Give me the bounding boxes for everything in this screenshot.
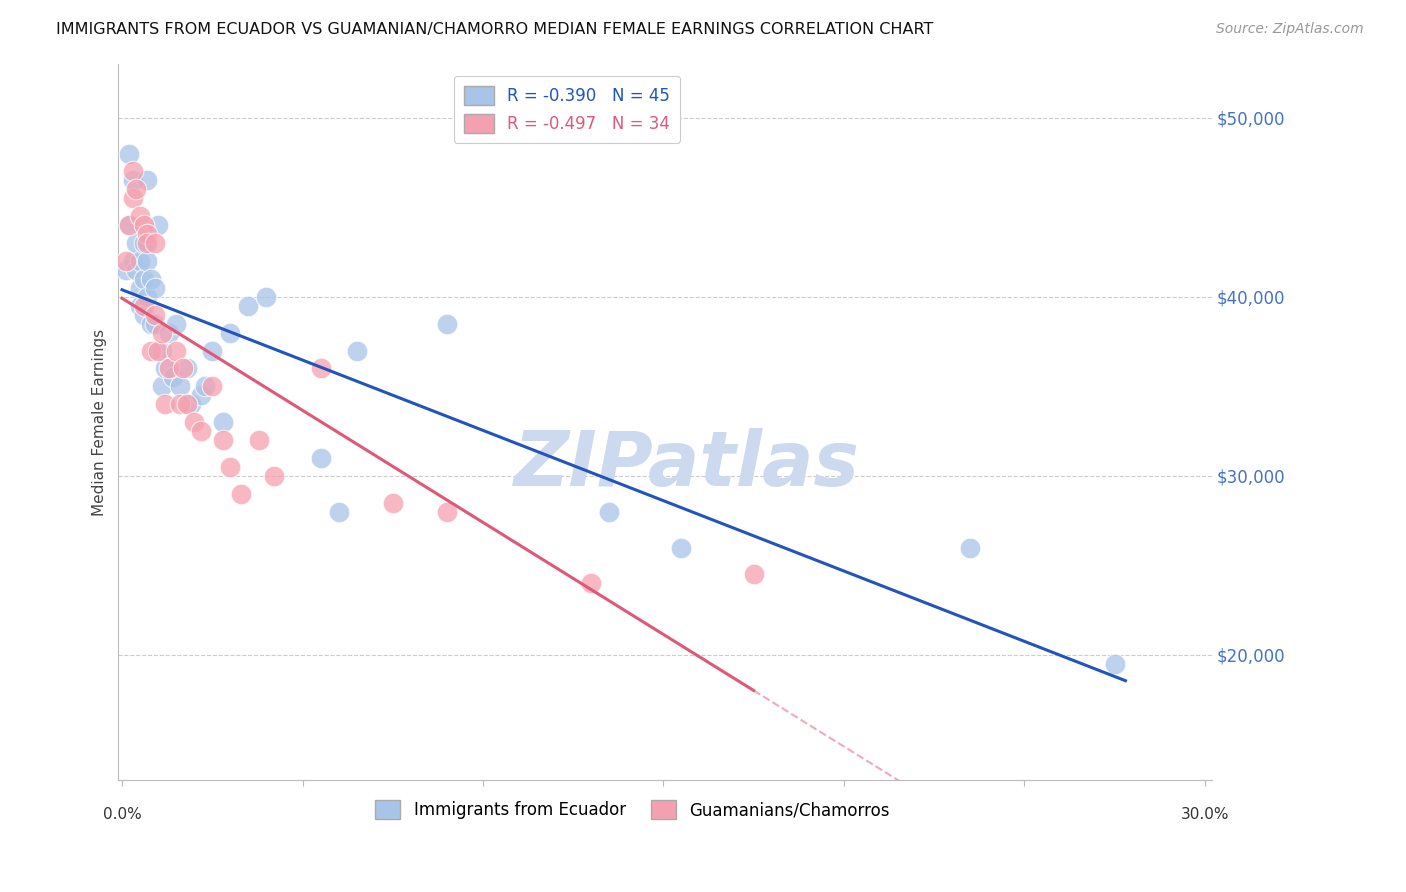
Point	[150, 326, 173, 340]
Point	[139, 343, 162, 358]
Point	[1104, 657, 1126, 671]
Point	[143, 308, 166, 322]
Point	[162, 370, 184, 384]
Point	[132, 236, 155, 251]
Point	[118, 146, 141, 161]
Point	[381, 496, 404, 510]
Point	[146, 218, 169, 232]
Point	[146, 343, 169, 358]
Point	[136, 254, 159, 268]
Point	[132, 272, 155, 286]
Point	[190, 388, 212, 402]
Point	[122, 164, 145, 178]
Point	[155, 397, 177, 411]
Point	[309, 450, 332, 465]
Point	[742, 567, 765, 582]
Point	[155, 361, 177, 376]
Point	[263, 469, 285, 483]
Point	[132, 308, 155, 322]
Point	[201, 379, 224, 393]
Point	[201, 343, 224, 358]
Point	[114, 254, 136, 268]
Point	[231, 487, 253, 501]
Point	[136, 173, 159, 187]
Point	[190, 424, 212, 438]
Point	[212, 415, 235, 429]
Point	[165, 317, 187, 331]
Point	[328, 505, 350, 519]
Text: IMMIGRANTS FROM ECUADOR VS GUAMANIAN/CHAMORRO MEDIAN FEMALE EARNINGS CORRELATION: IMMIGRANTS FROM ECUADOR VS GUAMANIAN/CHA…	[56, 22, 934, 37]
Point	[346, 343, 368, 358]
Point	[671, 541, 693, 555]
Point	[254, 290, 277, 304]
Text: Source: ZipAtlas.com: Source: ZipAtlas.com	[1216, 22, 1364, 37]
Point	[169, 379, 191, 393]
Point	[122, 191, 145, 205]
Point	[143, 236, 166, 251]
Point	[169, 397, 191, 411]
Point	[436, 505, 458, 519]
Point	[172, 361, 194, 376]
Point	[122, 254, 145, 268]
Point	[309, 361, 332, 376]
Point	[219, 459, 242, 474]
Point	[136, 290, 159, 304]
Point	[165, 343, 187, 358]
Text: 0.0%: 0.0%	[103, 807, 142, 822]
Point	[136, 236, 159, 251]
Point	[139, 272, 162, 286]
Point	[176, 397, 198, 411]
Y-axis label: Median Female Earnings: Median Female Earnings	[93, 328, 107, 516]
Point	[129, 209, 152, 223]
Point	[129, 299, 152, 313]
Point	[176, 361, 198, 376]
Point	[125, 236, 148, 251]
Point	[118, 218, 141, 232]
Point	[238, 299, 260, 313]
Point	[129, 254, 152, 268]
Text: 30.0%: 30.0%	[1181, 807, 1229, 822]
Point	[247, 433, 270, 447]
Point	[194, 379, 217, 393]
Point	[118, 218, 141, 232]
Point	[125, 182, 148, 196]
Point	[959, 541, 981, 555]
Legend: Immigrants from Ecuador, Guamanians/Chamorros: Immigrants from Ecuador, Guamanians/Cham…	[368, 794, 896, 826]
Point	[114, 263, 136, 277]
Point	[129, 281, 152, 295]
Point	[212, 433, 235, 447]
Point	[150, 343, 173, 358]
Point	[125, 263, 148, 277]
Point	[180, 397, 202, 411]
Point	[132, 218, 155, 232]
Point	[143, 317, 166, 331]
Point	[183, 415, 205, 429]
Point	[132, 299, 155, 313]
Point	[150, 379, 173, 393]
Point	[219, 326, 242, 340]
Point	[436, 317, 458, 331]
Point	[157, 361, 180, 376]
Point	[136, 227, 159, 242]
Point	[122, 173, 145, 187]
Point	[143, 281, 166, 295]
Point	[581, 576, 603, 591]
Point	[598, 505, 620, 519]
Point	[157, 326, 180, 340]
Point	[139, 317, 162, 331]
Text: ZIPatlas: ZIPatlas	[515, 428, 860, 502]
